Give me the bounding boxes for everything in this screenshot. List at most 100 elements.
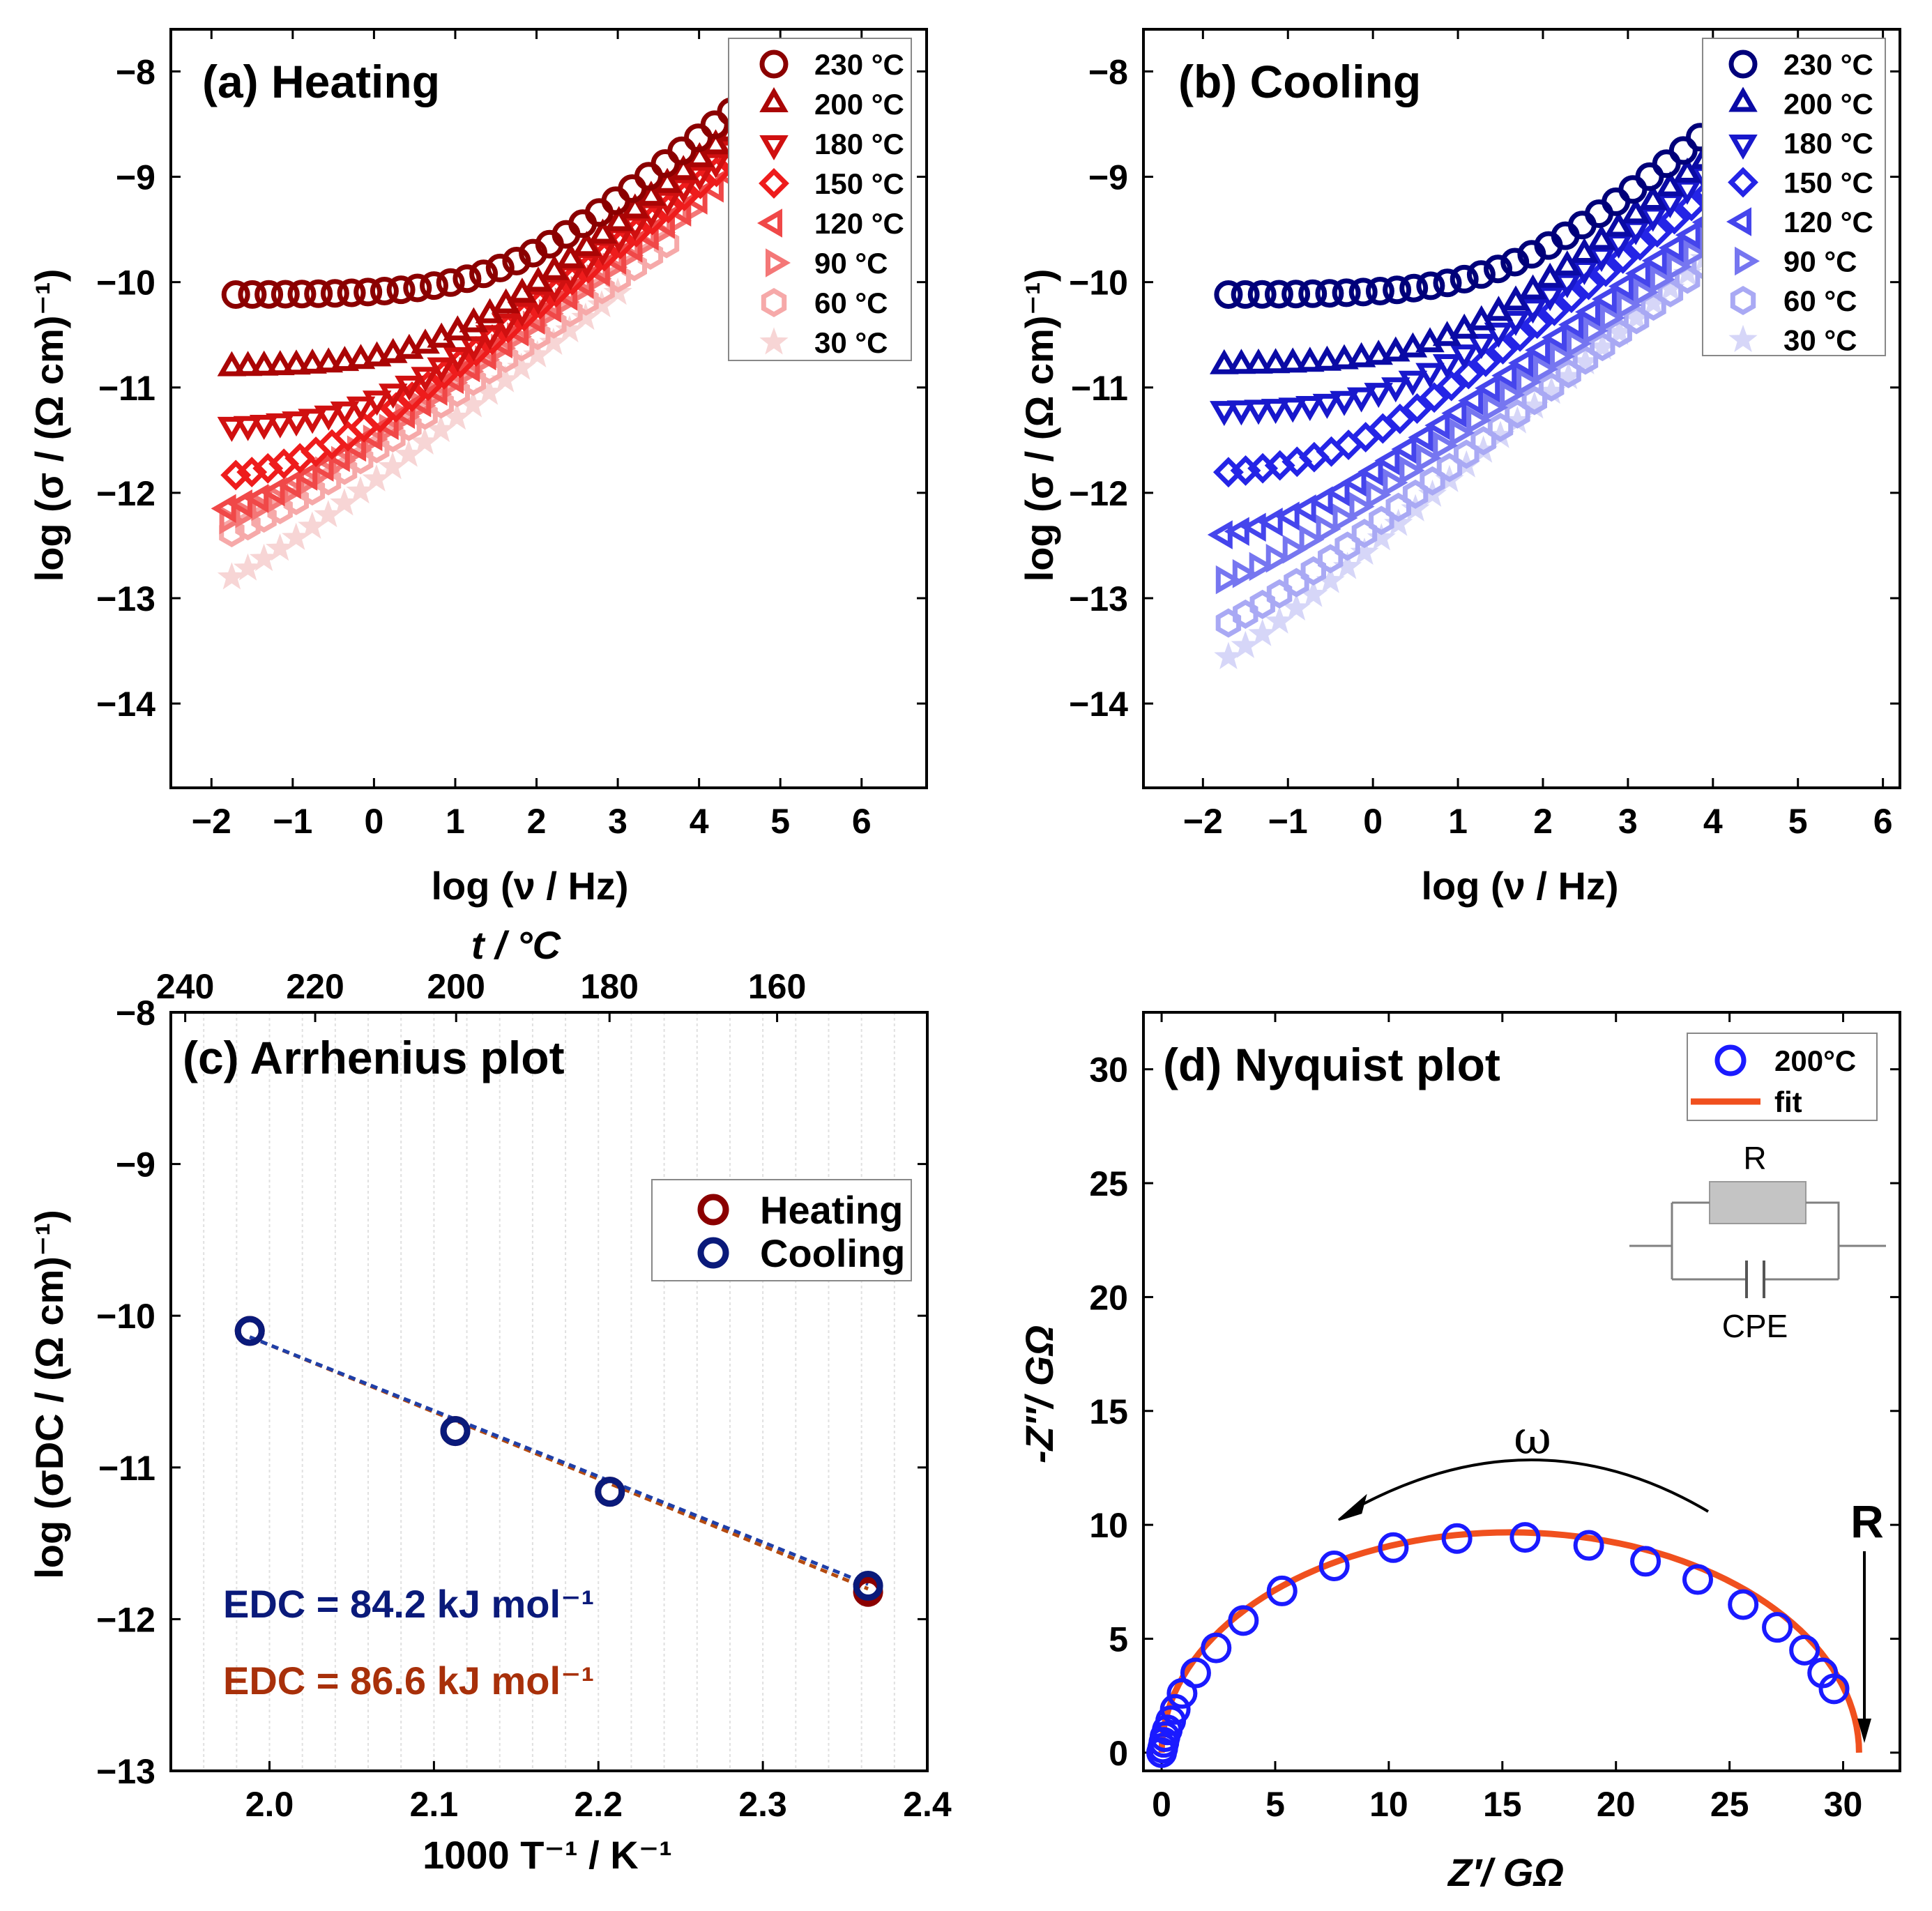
a-ytick-label: −10 <box>96 264 155 303</box>
b-data-point <box>1307 486 1333 516</box>
panel-c-xlabel: 1000 T⁻¹ / K⁻¹ <box>423 1833 672 1877</box>
b-data-point <box>1599 303 1625 333</box>
b-data-point <box>1450 344 1479 370</box>
panel-d-legend-data-marker <box>1714 1044 1747 1076</box>
b-data-point <box>1274 501 1300 531</box>
a-data-point <box>227 489 252 519</box>
a-legend-marker <box>759 50 789 79</box>
b-data-point <box>1487 333 1519 365</box>
panel-c-legend-box <box>651 1179 912 1281</box>
a-data-point <box>217 351 247 376</box>
b-legend-label: 90 °C <box>1783 245 1857 278</box>
b-data-point <box>1231 630 1260 658</box>
a-data-point <box>403 273 432 303</box>
a-legend-marker <box>761 287 787 318</box>
a-data-point <box>266 350 295 376</box>
a-data-point <box>572 231 602 257</box>
a-data-point <box>637 181 666 206</box>
b-data-point <box>1364 383 1393 409</box>
b-data-point <box>1383 275 1412 305</box>
b-data-point <box>1516 367 1542 397</box>
b-data-point <box>1533 354 1559 384</box>
b-ytick-label: −10 <box>1069 264 1128 303</box>
a-data-point <box>395 375 424 401</box>
b-data-point <box>1550 342 1576 371</box>
b-data-point <box>1401 393 1433 424</box>
panel-c-legend: Heating Cooling <box>651 1179 912 1281</box>
b-data-point <box>1265 544 1291 573</box>
b-data-point <box>1433 431 1459 460</box>
b-data-point <box>1291 494 1316 524</box>
b-data-point <box>1625 230 1656 261</box>
b-data-point <box>1231 280 1260 309</box>
c-data-point-cooling <box>853 1571 883 1601</box>
b-data-point <box>1364 340 1393 365</box>
b-data-point <box>1569 237 1599 263</box>
a-data-point <box>249 415 279 441</box>
b-data-point <box>1240 512 1266 542</box>
b-data-point <box>1341 467 1367 497</box>
a-data-point <box>233 351 263 376</box>
b-data-point <box>1281 280 1311 309</box>
b-data-point <box>1650 265 1675 294</box>
a-data-point <box>221 280 250 309</box>
a-legend-label: 90 °C <box>814 247 888 280</box>
panel-b-legend-entries: 230 °C 200 °C 180 °C 150 °C 120 °C 90 °C 60 °C… <box>1726 48 1873 357</box>
b-legend-label: 60 °C <box>1783 284 1857 317</box>
a-ytick-label: −8 <box>116 52 155 91</box>
omega-arrow <box>1348 1459 1710 1513</box>
a-ytick-label: −13 <box>96 579 155 618</box>
b-legend-marker <box>1728 324 1758 352</box>
b-data-point <box>1466 405 1492 435</box>
b-data-point <box>1591 284 1617 314</box>
c-xtick-label: 2.4 <box>903 1785 952 1824</box>
c-top-tick-label: 200 <box>427 967 485 1006</box>
a-data-point <box>653 167 682 193</box>
a-data-point <box>588 218 618 244</box>
a-legend-marker <box>766 248 791 277</box>
b-xtick-label: 1 <box>1448 802 1468 841</box>
panel-a-legend-box <box>728 38 912 361</box>
d-data-point <box>1682 1564 1714 1595</box>
panel-c-legend-cooling-label: Cooling <box>760 1231 905 1275</box>
b-data-point <box>1366 480 1392 510</box>
b-xtick-label: 2 <box>1533 802 1553 841</box>
c-data-point-cooling <box>234 1316 265 1346</box>
a-data-point <box>395 333 424 359</box>
d-xtick-label: 0 <box>1152 1785 1171 1824</box>
c-xtick-label: 2.3 <box>738 1785 787 1824</box>
a-xtick-label: 0 <box>364 802 383 841</box>
b-data-point <box>1381 336 1410 362</box>
r-marker-label: R <box>1850 1495 1884 1547</box>
b-data-point <box>1232 558 1258 588</box>
b-data-point <box>1224 517 1249 546</box>
a-data-point <box>621 193 650 219</box>
panel-c-title: (c) Arrhenius plot <box>183 1032 565 1083</box>
b-legend-label: 150 °C <box>1783 167 1873 199</box>
a-data-point <box>282 349 311 375</box>
panel-c-top-axis-label: t / °C <box>471 923 562 967</box>
b-data-point <box>1381 377 1410 403</box>
a-data-point <box>217 562 247 590</box>
panel-d-title: (d) Nyquist plot <box>1163 1039 1500 1090</box>
b-data-point <box>1539 295 1570 326</box>
b-series-group <box>1207 123 1726 669</box>
a-data-point <box>235 499 261 528</box>
a-data-point <box>330 401 360 427</box>
panel-b-frame <box>1142 28 1901 789</box>
a-data-point <box>386 275 416 305</box>
b-data-point <box>1491 360 1517 390</box>
circuit-cpe-label: CPE <box>1722 1308 1788 1344</box>
a-ytick-label: −9 <box>116 158 155 197</box>
a-legend-label: 120 °C <box>814 207 904 240</box>
panel-a-xlabel: log (ν / Hz) <box>431 864 628 908</box>
d-data-point <box>1318 1550 1350 1581</box>
circuit-r-label: R <box>1743 1140 1766 1176</box>
a-ytick-label: −11 <box>98 369 155 408</box>
b-data-point <box>1505 321 1536 352</box>
panel-a-data <box>211 84 812 590</box>
b-data-point <box>1500 380 1526 409</box>
b-data-point <box>1683 239 1709 268</box>
b-data-point <box>1316 515 1341 544</box>
b-legend-marker <box>1728 50 1758 79</box>
